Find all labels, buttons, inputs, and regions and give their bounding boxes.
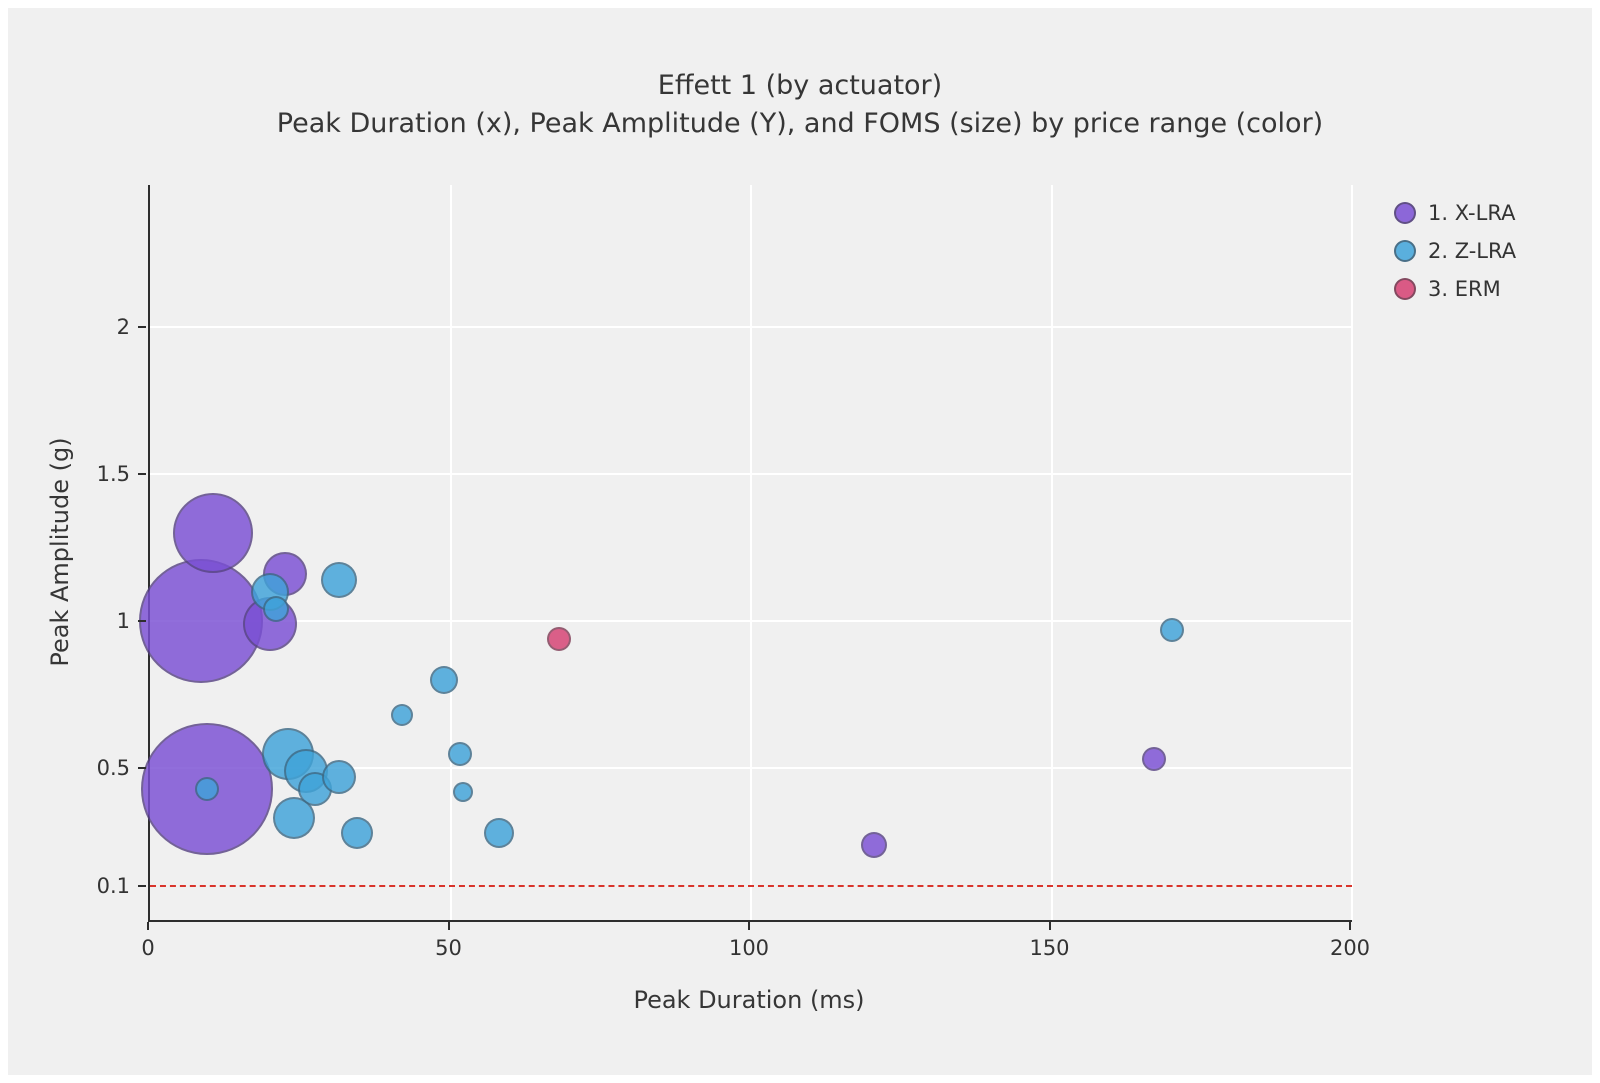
x-tick-label: 0 [141,936,155,960]
x-tick-mark [147,922,149,930]
bubble [483,817,514,848]
gridline-horizontal [150,620,1352,623]
bubble [447,741,472,766]
legend-swatch-icon [1394,202,1416,224]
bubble [391,704,414,727]
gridline-vertical [1050,185,1053,920]
y-tick-label: 1.5 [96,462,130,487]
gridline-vertical [750,185,752,920]
reference-line [150,884,1352,887]
x-tick-label: 50 [435,936,462,960]
legend-label: 3. ERM [1428,277,1501,301]
bubble [452,781,473,802]
bubble [173,492,254,573]
x-tick-label: 100 [728,936,770,960]
x-tick-mark [447,922,450,930]
gridline-horizontal [150,326,1352,329]
legend-swatch-icon [1394,278,1416,300]
plot-area [139,185,1353,922]
x-tick-mark [1349,922,1351,930]
legend: 1. X-LRA 2. Z-LRA 3. ERM [1394,194,1516,308]
gridline-vertical [449,185,452,920]
x-tick-mark [748,922,750,930]
gridline-horizontal [150,473,1352,476]
legend-item: 1. X-LRA [1394,194,1516,232]
x-tick-mark [1048,922,1051,930]
chart-figure: Effett 1 (by actuator) Peak Duration (x)… [8,8,1592,1075]
bubble [546,626,571,651]
y-tick-mark [138,767,146,770]
bubble [341,816,374,849]
y-tick-mark [138,326,146,329]
bubble [861,831,888,858]
y-tick-label: 1 [116,609,130,634]
chart-subtitle: Peak Duration (x), Peak Amplitude (Y), a… [276,108,1324,139]
x-tick-label: 200 [1329,936,1371,960]
gridline-vertical [1351,185,1353,920]
bubble [322,760,357,795]
legend-item: 3. ERM [1394,270,1516,308]
bubble [195,776,220,801]
y-tick-label: 2 [116,315,130,340]
y-tick-mark [138,620,146,623]
y-tick-label: 0.5 [96,756,130,781]
bubble [321,562,358,598]
x-axis-title: Peak Duration (ms) [633,986,865,1014]
x-tick-label: 150 [1029,936,1070,960]
legend-label: 2. Z-LRA [1428,239,1517,263]
y-tick-label: 0.1 [96,873,130,898]
y-tick-mark [138,473,146,476]
bubble [1159,618,1184,642]
bubble [139,559,264,684]
bubble [1141,747,1166,772]
bubble [263,596,290,623]
legend-swatch-icon [1394,240,1416,262]
y-tick-mark [138,884,146,887]
legend-item: 2. Z-LRA [1394,232,1516,270]
chart-title: Effett 1 (by actuator) [657,70,943,101]
legend-label: 1. X-LRA [1428,201,1516,225]
gridline-horizontal [150,767,1352,770]
bubble [430,666,459,694]
